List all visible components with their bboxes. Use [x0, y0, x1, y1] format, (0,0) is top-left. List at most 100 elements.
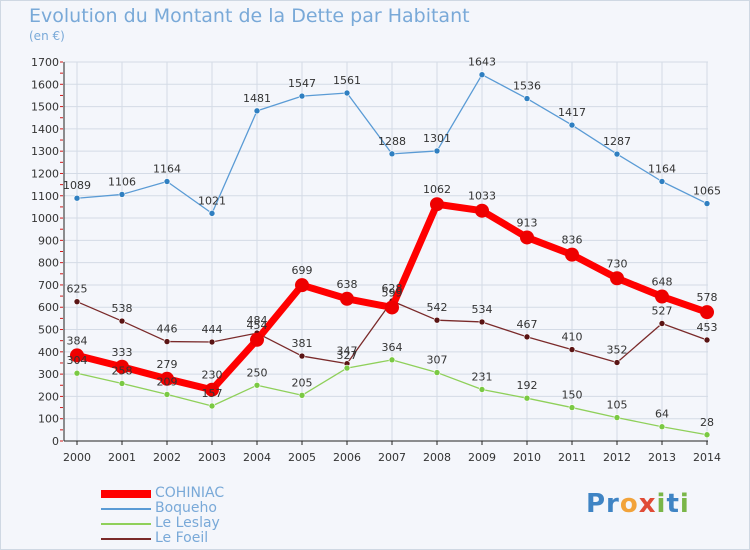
x-tick-label: 2010 [513, 451, 541, 464]
series-boqueho-point [523, 95, 531, 102]
series-le-foeil-data-label: 453 [697, 321, 718, 334]
x-tick-label: 2004 [243, 451, 271, 464]
series-le-leslay-data-label: 150 [562, 389, 583, 402]
legend-item-boqueho: Boqueho [101, 501, 224, 516]
series-le-foeil-data-label: 625 [67, 283, 88, 296]
legend-label: Boqueho [155, 500, 217, 516]
series-le-foeil-point [613, 359, 621, 366]
series-cohiniac-point [295, 278, 309, 293]
series-boqueho-point [298, 92, 306, 100]
series-boqueho-point [163, 178, 171, 185]
series-boqueho-point [253, 107, 261, 115]
series-cohiniac-point [475, 203, 489, 218]
series-cohiniac-data-label: 699 [292, 264, 313, 277]
y-tick-label: 1700 [31, 56, 59, 69]
series-boqueho-data-label: 1089 [63, 179, 91, 192]
series-boqueho-data-label: 1021 [198, 194, 226, 207]
series-le-leslay-data-label: 192 [517, 379, 538, 392]
chart-title: Evolution du Montant de la Dette par Hab… [29, 5, 470, 27]
series-cohiniac-point [700, 305, 714, 320]
series-le-foeil-data-label: 542 [427, 301, 448, 314]
series-le-leslay-data-label: 307 [427, 354, 448, 367]
y-tick-label: 1100 [31, 190, 59, 203]
logo-letter: o [619, 489, 639, 519]
series-le-foeil-data-label: 446 [157, 323, 178, 336]
series-boqueho-point [478, 71, 486, 79]
logo-letter: Pr [586, 489, 620, 519]
series-le-leslay-point [388, 356, 396, 364]
series-le-foeil-data-label: 628 [382, 282, 403, 295]
series-boqueho-data-label: 1065 [693, 185, 721, 198]
series-boqueho-data-label: 1561 [333, 74, 361, 87]
series-le-foeil-point [208, 338, 216, 346]
series-cohiniac-data-label: 599 [382, 286, 403, 299]
series-le-leslay-point [253, 381, 261, 389]
series-le-foeil-data-label: 538 [112, 302, 133, 315]
series-le-foeil-point [433, 316, 441, 324]
legend-swatch [101, 522, 151, 525]
series-le-foeil-data-label: 527 [652, 305, 673, 318]
series-le-leslay-point [478, 386, 486, 393]
series-boqueho-data-label: 1288 [378, 135, 406, 148]
series-le-leslay-data-label: 304 [67, 354, 88, 367]
series-boqueho-point [208, 210, 216, 217]
legend-label: COHINIAC [155, 485, 225, 501]
series-le-leslay-point [208, 402, 216, 410]
logo-letter: t [666, 489, 680, 519]
series-cohiniac-data-label: 730 [607, 257, 628, 270]
series-le-leslay-point [73, 369, 81, 377]
series-le-foeil-data-label: 381 [292, 337, 313, 350]
series-le-leslay-point [568, 404, 576, 411]
series-le-leslay-point [523, 394, 531, 402]
series-boqueho-point [568, 121, 576, 129]
x-tick-label: 2013 [648, 451, 676, 464]
series-boqueho-point [388, 150, 396, 158]
series-boqueho-data-label: 1164 [153, 162, 181, 175]
y-tick-label: 1300 [31, 145, 59, 158]
series-boqueho-data-label: 1417 [558, 106, 586, 119]
series-boqueho-point [613, 150, 621, 158]
series-cohiniac-point [565, 247, 579, 262]
legend-item-le-foeil: Le Foeil [101, 531, 224, 546]
legend-swatch [101, 489, 151, 498]
series-le-leslay-data-label: 327 [337, 349, 358, 362]
series-le-foeil-data-label: 534 [472, 303, 493, 316]
x-tick-label: 2008 [423, 451, 451, 464]
series-cohiniac-data-label: 913 [517, 216, 538, 229]
series-le-foeil-point [523, 333, 531, 341]
y-tick-label: 100 [38, 413, 59, 426]
series-cohiniac-data-label: 1033 [468, 190, 496, 203]
series-cohiniac-data-label: 578 [697, 291, 718, 304]
series-boqueho-point [433, 147, 441, 155]
y-tick-label: 0 [52, 435, 59, 448]
series-le-leslay-data-label: 250 [247, 366, 268, 379]
series-boqueho-data-label: 1164 [648, 162, 676, 175]
x-tick-label: 2006 [333, 451, 361, 464]
series-le-leslay-point [703, 431, 711, 439]
series-boqueho-point [118, 191, 126, 198]
legend-label: Le Foeil [155, 530, 209, 546]
y-tick-label: 1500 [31, 101, 59, 114]
series-cohiniac-point [655, 289, 669, 304]
series-le-leslay-point [298, 391, 306, 399]
series-cohiniac-data-label: 384 [67, 334, 88, 347]
proxiti-logo: Proxiti [586, 489, 690, 519]
series-cohiniac-data-label: 1062 [423, 183, 451, 196]
logo-letter: x [638, 489, 657, 519]
series-cohiniac-point [70, 348, 84, 363]
legend-swatch [101, 507, 151, 510]
y-tick-label: 400 [38, 346, 59, 359]
series-boqueho-point [73, 194, 81, 202]
x-tick-label: 2001 [108, 451, 136, 464]
y-tick-label: 900 [38, 234, 59, 247]
y-tick-label: 600 [38, 301, 59, 314]
x-tick-label: 2005 [288, 451, 316, 464]
series-le-leslay-data-label: 258 [112, 364, 133, 377]
series-le-foeil-data-label: 352 [607, 344, 628, 357]
series-cohiniac-point [250, 332, 264, 347]
series-le-foeil-point [478, 318, 486, 326]
y-tick-label: 300 [38, 368, 59, 381]
series-cohiniac-point [160, 371, 174, 386]
series-boqueho-data-label: 1301 [423, 132, 451, 145]
